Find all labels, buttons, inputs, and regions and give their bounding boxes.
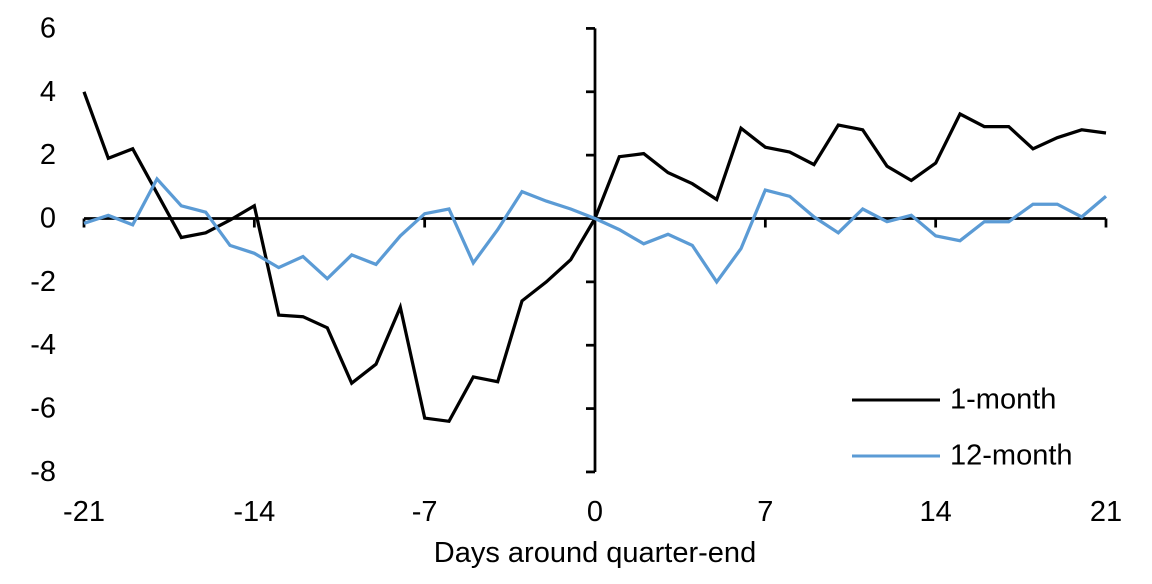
x-tick-label: 21 xyxy=(1090,496,1122,528)
x-tick-label: 0 xyxy=(587,496,603,528)
x-axis-title: Days around quarter-end xyxy=(434,537,756,569)
legend-item-1-month: 1-month xyxy=(852,383,1057,416)
x-tick-label: 7 xyxy=(757,496,773,528)
legend-item-12-month: 12-month xyxy=(852,439,1073,472)
legend-label-1-month: 1-month xyxy=(950,383,1057,416)
series-line-12-month xyxy=(83,176,1108,285)
x-tick-label: -14 xyxy=(233,496,275,528)
y-tick-label: -6 xyxy=(30,393,56,425)
y-tick-label: 4 xyxy=(40,76,56,108)
legend-line-1-month xyxy=(852,398,940,402)
y-tick-label: -8 xyxy=(30,456,56,488)
y-tick-label: 6 xyxy=(40,12,56,44)
y-tick-label: 0 xyxy=(40,203,56,235)
y-tick-label: 2 xyxy=(40,139,56,171)
y-tick-label: -4 xyxy=(30,329,56,361)
y-tick-label: -2 xyxy=(30,266,56,298)
legend-line-12-month xyxy=(852,454,940,458)
x-tick-label: -21 xyxy=(63,496,105,528)
x-tick-label: -7 xyxy=(412,496,438,528)
legend-label-12-month: 12-month xyxy=(950,439,1073,472)
x-tick-label: 14 xyxy=(920,496,952,528)
